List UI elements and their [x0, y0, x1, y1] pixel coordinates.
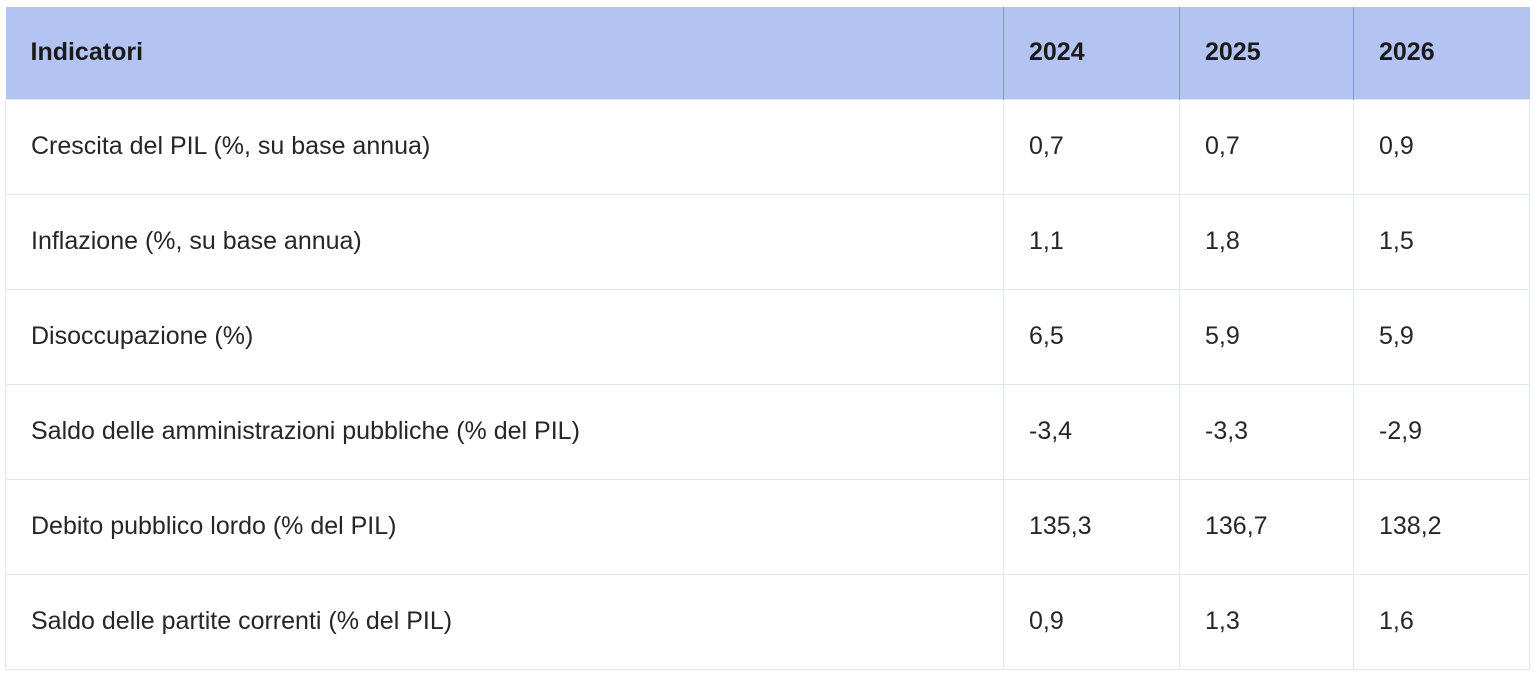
indicator-label: Disoccupazione (%) [5, 288, 1004, 384]
value-2025: 1,3 [1179, 573, 1354, 670]
value-2026: -2,9 [1353, 383, 1530, 479]
value-2025: 5,9 [1179, 288, 1354, 384]
value-2025: 0,7 [1179, 98, 1354, 194]
value-2025: 1,8 [1179, 193, 1354, 289]
table-row: Saldo delle amministrazioni pubbliche (%… [5, 383, 1530, 479]
indicator-label: Crescita del PIL (%, su base annua) [5, 98, 1004, 194]
indicator-label: Debito pubblico lordo (% del PIL) [5, 478, 1004, 574]
indicator-label: Inflazione (%, su base annua) [5, 193, 1004, 289]
value-2025: 136,7 [1179, 478, 1354, 574]
value-2026: 5,9 [1353, 288, 1530, 384]
value-2024: 135,3 [1003, 478, 1180, 574]
header-indicatori: Indicatori [30, 38, 144, 67]
table-row: Inflazione (%, su base annua) 1,1 1,8 1,… [5, 193, 1530, 289]
indicator-label: Saldo delle partite correnti (% del PIL) [5, 573, 1004, 670]
table-body: Crescita del PIL (%, su base annua) 0,7 … [5, 98, 1530, 670]
value-2026: 138,2 [1353, 478, 1530, 574]
value-2026: 1,6 [1353, 573, 1530, 670]
value-2026: 0,9 [1353, 98, 1530, 194]
value-2026: 1,5 [1353, 193, 1530, 289]
header-year-2024: 2024 [1003, 7, 1180, 99]
header-year-2025: 2025 [1179, 7, 1354, 99]
header-row: Indicatori 2024 2025 2026 [5, 7, 1530, 99]
table-row: Crescita del PIL (%, su base annua) 0,7 … [5, 98, 1530, 194]
value-2024: 0,9 [1003, 573, 1180, 670]
table-header: Indicatori 2024 2025 2026 [5, 7, 1530, 99]
value-2024: 6,5 [1003, 288, 1180, 384]
indicators-table: Indicatori 2024 2025 2026 Crescita del P… [5, 7, 1530, 670]
indicator-label: Saldo delle amministrazioni pubbliche (%… [5, 383, 1004, 479]
header-year-2026: 2026 [1353, 7, 1530, 99]
value-2024: 1,1 [1003, 193, 1180, 289]
table-row: Saldo delle partite correnti (% del PIL)… [5, 573, 1530, 670]
indicators-table-container: Indicatori 2024 2025 2026 Crescita del P… [5, 7, 1530, 670]
table-row: Debito pubblico lordo (% del PIL) 135,3 … [5, 478, 1530, 574]
value-2025: -3,3 [1179, 383, 1354, 479]
value-2024: -3,4 [1003, 383, 1180, 479]
value-2024: 0,7 [1003, 98, 1180, 194]
table-row: Disoccupazione (%) 6,5 5,9 5,9 [5, 288, 1530, 384]
